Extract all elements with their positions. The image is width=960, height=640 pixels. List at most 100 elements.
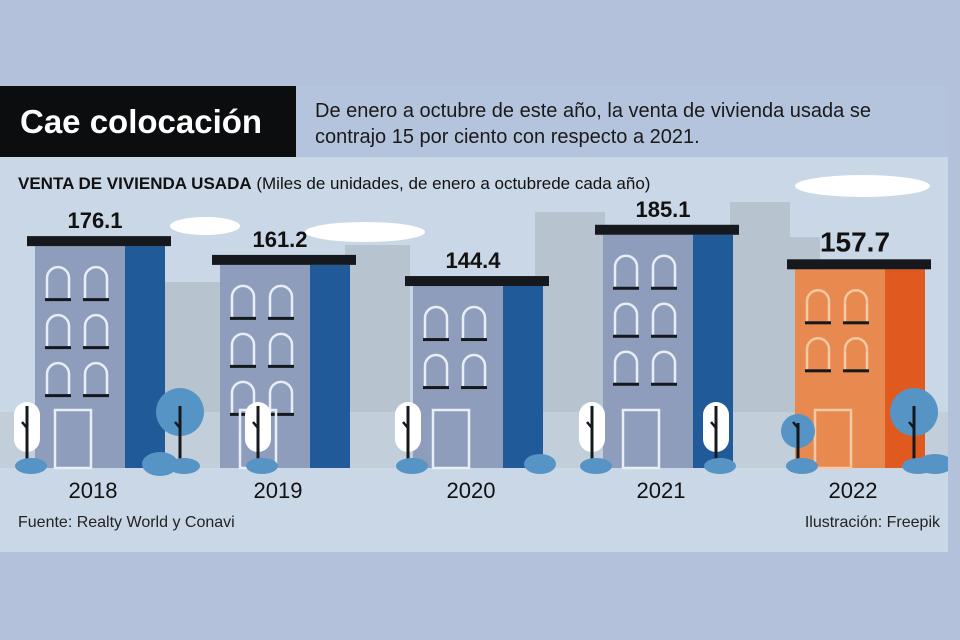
- bars: 176.1 2018 161.2 2019 144.4 2020 185.1 2021 157.…: [14, 197, 948, 503]
- window-sill: [461, 386, 487, 390]
- building-roof: [27, 236, 171, 247]
- cloud: [170, 217, 240, 235]
- window-sill: [268, 412, 294, 416]
- window-icon: [651, 350, 677, 383]
- window-sill: [843, 321, 869, 325]
- window-sill: [651, 334, 677, 338]
- bush: [142, 452, 178, 476]
- window-sill: [83, 394, 109, 398]
- window-sill: [83, 346, 109, 350]
- tree-branch: [252, 421, 259, 429]
- window-icon: [230, 380, 256, 413]
- building-bar-2020: 144.4 2020: [405, 248, 549, 503]
- window-sill: [268, 364, 294, 368]
- window-sill: [230, 364, 256, 368]
- value-label: 185.1: [635, 197, 690, 222]
- building-side: [503, 286, 543, 468]
- tree-branch: [908, 421, 915, 429]
- window-icon: [805, 337, 831, 370]
- building-side: [125, 246, 165, 468]
- building-roof: [787, 259, 931, 270]
- window-icon: [613, 254, 639, 287]
- bush: [786, 458, 818, 474]
- year-label: 2021: [637, 478, 686, 503]
- tree-branch: [402, 421, 409, 429]
- building-side: [885, 269, 925, 468]
- window-icon: [423, 305, 449, 339]
- window-icon: [83, 361, 109, 395]
- window-icon: [268, 332, 294, 365]
- window-icon: [230, 332, 256, 365]
- window-sill: [45, 394, 71, 398]
- window-icon: [45, 361, 71, 395]
- window-sill: [805, 369, 831, 373]
- building-roof: [212, 254, 356, 265]
- window-sill: [461, 338, 487, 342]
- bush: [580, 458, 612, 474]
- tree-icon: [245, 402, 278, 474]
- tree-branch: [21, 421, 28, 429]
- window-sill: [613, 334, 639, 338]
- window-icon: [268, 284, 294, 317]
- window-sill: [651, 382, 677, 386]
- window-sill: [613, 382, 639, 386]
- tree-branch: [710, 421, 717, 429]
- window-sill: [230, 316, 256, 320]
- window-icon: [268, 380, 294, 413]
- infographic-title: Cae colocación: [0, 86, 296, 157]
- tree-icon: [781, 414, 818, 474]
- window-sill: [843, 369, 869, 373]
- door-icon: [813, 408, 853, 470]
- tree-branch: [586, 421, 593, 429]
- window-sill: [423, 338, 449, 342]
- bush: [704, 458, 736, 474]
- bush: [246, 458, 278, 474]
- tree-icon: [579, 402, 612, 474]
- tree-icon: [703, 402, 736, 474]
- window-sill: [423, 386, 449, 390]
- window-sill: [613, 286, 639, 290]
- value-label: 157.7: [820, 226, 890, 257]
- year-label: 2018: [69, 478, 118, 503]
- window-sill: [805, 321, 831, 325]
- window-icon: [461, 353, 487, 387]
- window-icon: [843, 289, 869, 322]
- illustration-credit: Ilustración: Freepik: [804, 514, 940, 531]
- window-icon: [423, 353, 449, 387]
- chart-subtitle: (Miles de unidades, de enero a octubrede…: [256, 174, 651, 193]
- door-icon: [53, 408, 93, 470]
- window-icon: [651, 254, 677, 287]
- window-icon: [230, 284, 256, 317]
- window-icon: [461, 305, 487, 339]
- window-icon: [45, 313, 71, 347]
- building-bar-2018: 176.1 2018: [27, 208, 171, 503]
- window-icon: [613, 350, 639, 383]
- value-label: 144.4: [445, 248, 501, 273]
- door-icon: [621, 408, 661, 470]
- year-label: 2019: [254, 478, 303, 503]
- window-icon: [843, 337, 869, 370]
- tree-branch: [792, 421, 799, 429]
- window-sill: [45, 298, 71, 302]
- window-icon: [651, 302, 677, 335]
- chart-title: VENTA DE VIVIENDA USADA: [18, 174, 252, 193]
- window-icon: [45, 265, 71, 299]
- window-icon: [83, 265, 109, 299]
- building-bar-2019: 161.2 2019: [212, 227, 356, 503]
- tree-icon: [156, 388, 204, 474]
- tree-branch: [174, 421, 181, 429]
- bush: [396, 458, 428, 474]
- window-sill: [651, 286, 677, 290]
- building-roof: [405, 276, 549, 287]
- cloud: [305, 222, 425, 242]
- tree-icon: [14, 402, 47, 474]
- window-sill: [268, 316, 294, 320]
- cloud: [795, 175, 930, 197]
- chart: 176.1 2018 161.2 2019 144.4 2020 185.1 2021 157.…: [0, 175, 948, 503]
- bush: [524, 454, 556, 474]
- window-icon: [613, 302, 639, 335]
- window-icon: [805, 289, 831, 322]
- bush: [15, 458, 47, 474]
- building-side: [310, 264, 350, 468]
- tree-icon: [395, 402, 428, 474]
